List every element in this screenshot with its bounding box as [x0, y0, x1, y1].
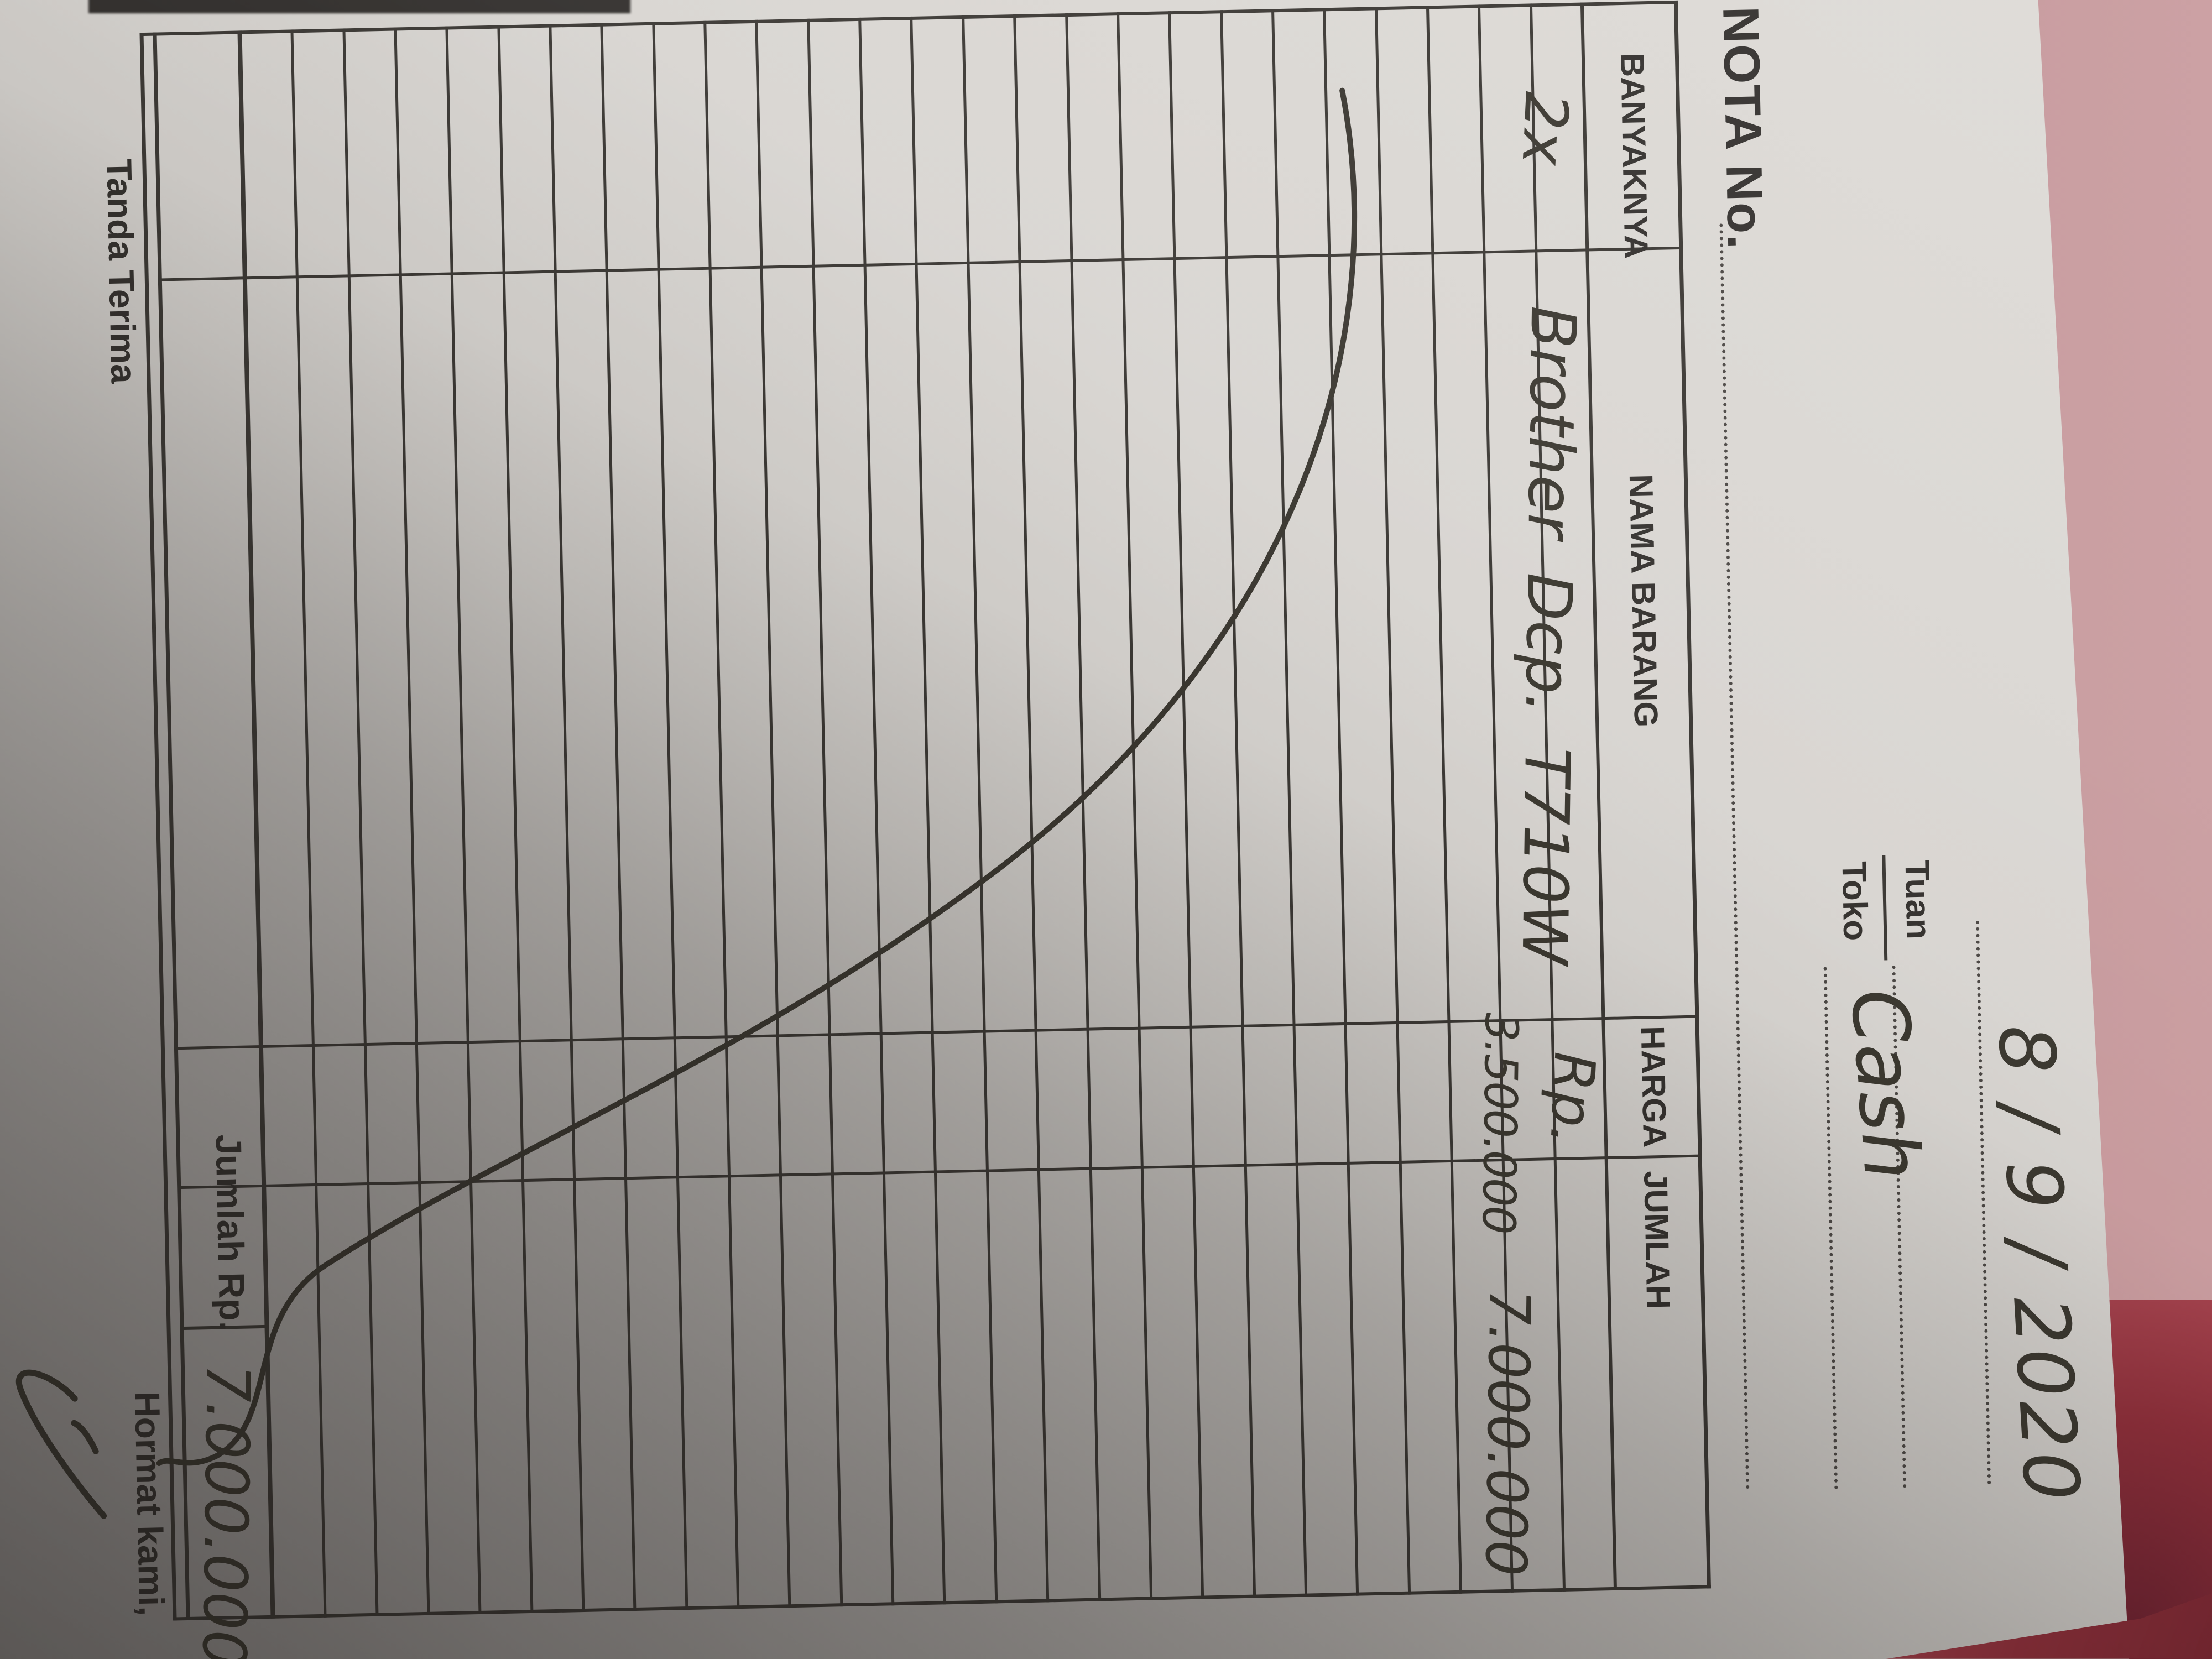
total-label: Jumlah Rp.	[208, 1134, 253, 1332]
tanda-terima-label: Tanda Terima	[99, 158, 144, 384]
hormat-kami-label: Hormat kami,	[127, 1391, 172, 1616]
total-value-handwritten: 7.000.000,	[188, 1363, 263, 1659]
signature-stroke	[15, 1369, 107, 1519]
